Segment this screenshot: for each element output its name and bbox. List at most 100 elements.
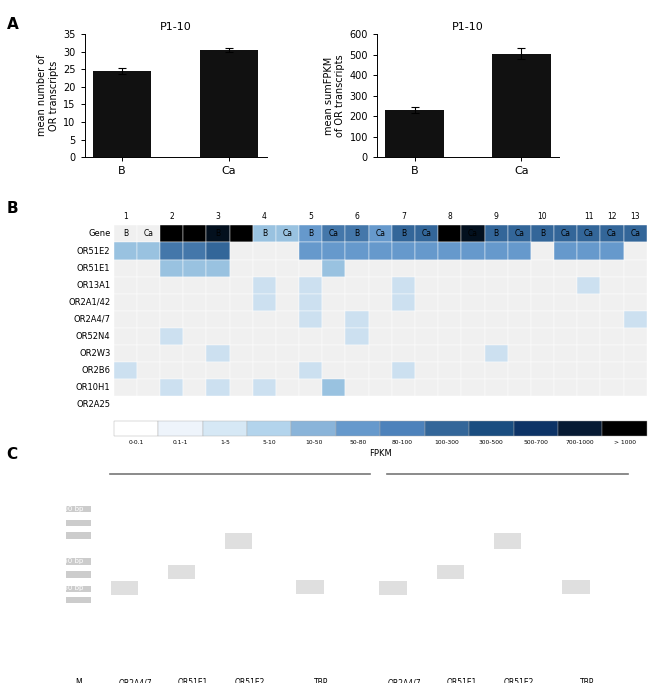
Text: -: -: [472, 482, 474, 488]
Text: PCa tissue: PCa tissue: [484, 460, 531, 469]
Text: 7: 7: [401, 212, 406, 221]
Text: TBP: TBP: [315, 678, 329, 683]
Text: OR51E2: OR51E2: [235, 678, 265, 683]
Title: P1-10: P1-10: [452, 22, 484, 32]
Text: OR51E1: OR51E1: [177, 678, 208, 683]
Text: -: -: [203, 482, 205, 488]
Text: B: B: [6, 201, 18, 217]
Text: -: -: [332, 482, 334, 488]
Text: +: +: [179, 482, 185, 488]
Bar: [562, 581, 590, 594]
Bar: [492, 54, 551, 157]
Text: +: +: [122, 482, 127, 488]
Title: P1-10: P1-10: [160, 22, 191, 32]
Text: B: B: [493, 229, 499, 238]
Text: -: -: [598, 482, 601, 488]
Text: Ca: Ca: [422, 229, 432, 238]
Bar: [225, 533, 252, 548]
Text: 500-700: 500-700: [523, 440, 548, 445]
Text: B: B: [401, 229, 406, 238]
Text: Ca: Ca: [514, 229, 525, 238]
Text: 150 bp: 150 bp: [59, 585, 83, 591]
Bar: [93, 71, 151, 157]
Text: Ca: Ca: [561, 229, 571, 238]
Text: Gene: Gene: [88, 229, 110, 238]
Text: > 1000: > 1000: [614, 440, 636, 445]
Text: 6: 6: [355, 212, 359, 221]
Text: 0.1-1: 0.1-1: [173, 440, 188, 445]
Text: -: -: [529, 482, 532, 488]
Text: 9: 9: [494, 212, 499, 221]
Text: B: B: [354, 229, 359, 238]
Text: B: B: [447, 229, 452, 238]
Text: OR51E2: OR51E2: [504, 678, 534, 683]
Text: 8: 8: [447, 212, 452, 221]
Text: B: B: [169, 229, 174, 238]
Text: OR51E2: OR51E2: [77, 247, 111, 255]
Text: 700-1000: 700-1000: [566, 440, 595, 445]
Text: Ca: Ca: [144, 229, 153, 238]
Text: OR51E1: OR51E1: [447, 678, 477, 683]
Text: C: C: [6, 447, 18, 462]
Text: A: A: [6, 17, 18, 32]
Text: OR2B6: OR2B6: [81, 366, 110, 375]
Bar: [66, 520, 91, 527]
Text: 10: 10: [538, 212, 547, 221]
Text: M: M: [75, 482, 81, 488]
Text: -: -: [146, 482, 148, 488]
Text: B: B: [123, 229, 128, 238]
Text: Benign prostatic tissue: Benign prostatic tissue: [188, 460, 292, 469]
Text: 5-10: 5-10: [263, 440, 276, 445]
Bar: [437, 566, 464, 579]
Text: Ca: Ca: [236, 229, 246, 238]
Text: M: M: [75, 678, 82, 683]
Text: 10-50: 10-50: [305, 440, 322, 445]
Text: 80-100: 80-100: [392, 440, 413, 445]
Text: Ca: Ca: [375, 229, 385, 238]
Text: FPKM: FPKM: [369, 449, 391, 458]
Text: OR52N4: OR52N4: [76, 332, 111, 341]
Text: B: B: [540, 229, 545, 238]
Text: 50-80: 50-80: [350, 440, 367, 445]
Bar: [494, 533, 521, 548]
Bar: [168, 566, 195, 579]
Text: 11: 11: [584, 212, 593, 221]
Text: Ca: Ca: [468, 229, 478, 238]
Text: 0-0.1: 0-0.1: [128, 440, 144, 445]
Text: Ca: Ca: [584, 229, 594, 238]
Text: OR13A1: OR13A1: [76, 281, 111, 290]
Text: OR2W3: OR2W3: [79, 349, 110, 358]
Bar: [296, 581, 324, 594]
Text: 13: 13: [630, 212, 640, 221]
Bar: [380, 581, 407, 596]
Text: 5: 5: [308, 212, 313, 221]
Text: 100-300: 100-300: [434, 440, 460, 445]
Text: 1: 1: [123, 212, 127, 221]
Text: B: B: [215, 229, 220, 238]
Text: 3: 3: [216, 212, 220, 221]
Text: 12: 12: [607, 212, 617, 221]
Text: B: B: [308, 229, 313, 238]
Bar: [66, 585, 91, 592]
Bar: [66, 572, 91, 578]
Bar: [111, 581, 138, 596]
Bar: [385, 110, 444, 157]
Text: +: +: [390, 482, 396, 488]
Text: OR2A4/7: OR2A4/7: [388, 678, 421, 683]
Bar: [66, 597, 91, 603]
Text: 500 bp: 500 bp: [59, 506, 83, 512]
Text: OR2A25: OR2A25: [77, 400, 111, 409]
Text: OR2A4/7: OR2A4/7: [119, 678, 153, 683]
Text: +: +: [504, 482, 510, 488]
Text: +: +: [236, 482, 242, 488]
Bar: [200, 50, 258, 157]
Text: -: -: [260, 482, 263, 488]
Y-axis label: mean sumFPKM
of OR transcripts: mean sumFPKM of OR transcripts: [324, 55, 345, 137]
Text: +: +: [307, 482, 313, 488]
Text: -: -: [415, 482, 417, 488]
Text: 300-500: 300-500: [479, 440, 504, 445]
Text: OR10H1: OR10H1: [76, 383, 111, 392]
Text: 2: 2: [169, 212, 174, 221]
Bar: [66, 506, 91, 512]
Text: +: +: [447, 482, 453, 488]
